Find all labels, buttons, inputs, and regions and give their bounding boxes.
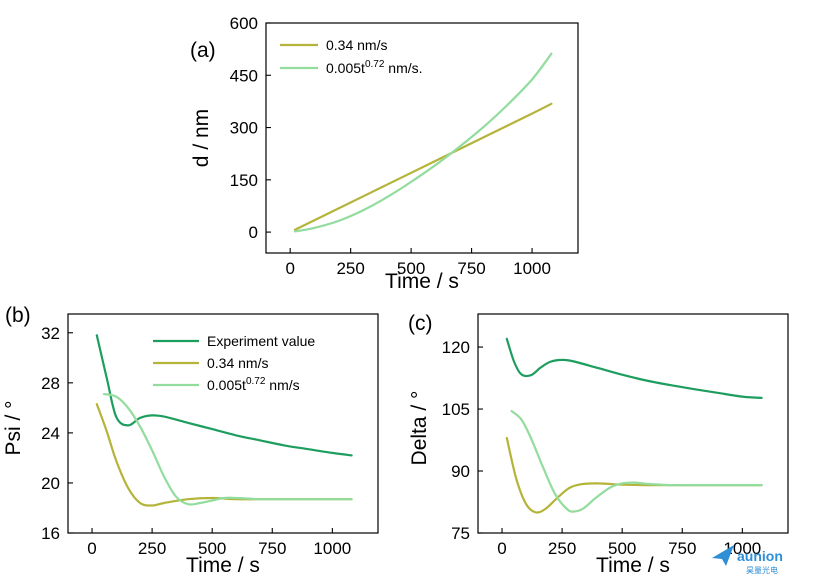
x-tick-label: 250: [138, 539, 166, 558]
panel-a: 0 250 500 750 1000 0 150 300 450 600 Time / s d / n…: [190, 14, 579, 293]
plot-frame: [477, 313, 789, 534]
legend-label: 0.34 nm/s: [207, 355, 268, 371]
panel-c: 0 250 500 750 1000 75 90 105 120 Time / s Delta / …: [408, 312, 789, 577]
x-axis-label: Time / s: [186, 554, 260, 577]
x-axis-label: Time / s: [596, 554, 670, 577]
y-tick-label: 600: [230, 14, 258, 33]
aunion-logo: aunion 昊量光电: [712, 545, 783, 575]
y-tick-label: 75: [451, 524, 470, 543]
x-tick-label: 1000: [513, 259, 551, 278]
legend-label: 0.005t0.72 nm/s: [207, 376, 300, 393]
y-tick-label: 28: [41, 374, 60, 393]
y-tick-label: 20: [41, 474, 60, 493]
y-tick-label: 90: [451, 462, 470, 481]
x-tick-label: 1000: [723, 539, 761, 558]
x-axis-label: Time / s: [385, 270, 459, 293]
panel-label: (b): [5, 304, 31, 327]
panel-label: (a): [190, 39, 216, 62]
y-tick-label: 300: [230, 119, 258, 138]
series-line: [293, 102, 553, 231]
y-tick-label: 105: [442, 400, 470, 419]
x-tick-label: 1000: [313, 539, 351, 558]
plot-frame: [265, 22, 579, 254]
legend-label: 0.005t0.72 nm/s.: [326, 59, 423, 76]
legend-label: Experiment value: [207, 333, 315, 349]
y-tick-label: 24: [41, 424, 60, 443]
series-line: [95, 334, 353, 457]
x-tick-label: 250: [548, 539, 576, 558]
x-tick-label: 750: [457, 259, 485, 278]
x-tick-label: 750: [258, 539, 286, 558]
y-tick-label: 150: [230, 171, 258, 190]
series-line: [293, 52, 553, 233]
y-tick-label: 32: [41, 324, 60, 343]
y-tick-label: 0: [249, 223, 258, 242]
y-tick-label: 16: [41, 524, 60, 543]
x-tick-label: 750: [668, 539, 696, 558]
x-tick-label: 500: [397, 259, 425, 278]
logo-subtitle: 昊量光电: [746, 565, 778, 575]
x-tick-label: 250: [336, 259, 364, 278]
y-axis-label: Psi / °: [2, 400, 25, 455]
x-tick-label: 500: [198, 539, 226, 558]
series-line: [510, 410, 763, 513]
x-tick-label: 500: [608, 539, 636, 558]
legend-label: 0.34 nm/s: [326, 37, 387, 53]
x-tick-label: 0: [87, 539, 96, 558]
panel-b: 0 250 500 750 1000 16 20 24 28 32 Time / s Psi / ° (…: [2, 304, 379, 577]
logo-name: aunion: [737, 548, 783, 564]
series-line: [505, 337, 763, 399]
y-tick-label: 450: [230, 66, 258, 85]
arrow-logo-icon: [712, 545, 734, 566]
series-line: [505, 436, 763, 514]
plot-frame: [67, 313, 379, 534]
y-tick-label: 120: [442, 338, 470, 357]
series-line: [102, 393, 353, 506]
x-tick-label: 0: [497, 539, 506, 558]
y-axis-label: d / nm: [190, 109, 213, 167]
panel-label: (c): [408, 312, 433, 335]
y-axis-label: Delta / °: [408, 391, 431, 466]
x-tick-label: 0: [285, 259, 294, 278]
